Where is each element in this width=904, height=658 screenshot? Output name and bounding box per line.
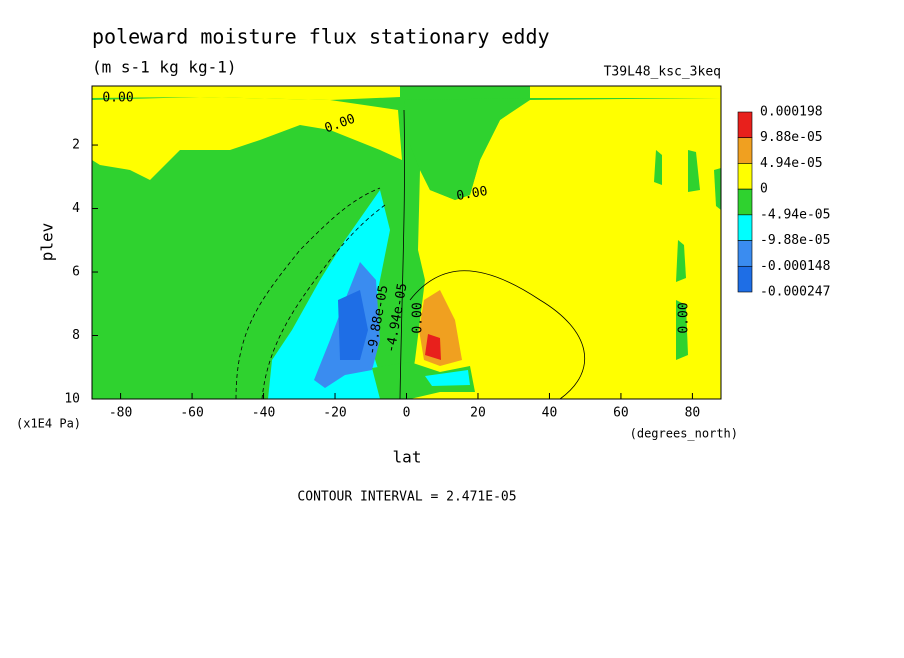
x-tick-label: 60 <box>613 406 629 421</box>
x-tick-label: -40 <box>252 406 275 421</box>
colorbar-label: -9.88e-05 <box>760 233 830 248</box>
dataset-label: T39L48_ksc_3keq <box>604 65 721 80</box>
y-axis-label: plev <box>38 223 57 262</box>
y-tick-label: 6 <box>72 265 80 280</box>
contour-region <box>372 362 475 399</box>
contour-region <box>425 334 441 360</box>
contour-region <box>92 97 402 180</box>
contour-line <box>235 187 381 400</box>
x-tick-label: 20 <box>470 406 486 421</box>
contour-region <box>408 98 721 399</box>
y-tick-label: 8 <box>72 328 80 343</box>
x-axis-label: lat <box>393 448 422 467</box>
contour-line <box>261 204 386 400</box>
x-tick-label: -60 <box>180 406 203 421</box>
contour-label: 0.00 <box>455 184 488 204</box>
contour-region <box>530 86 721 98</box>
y-tick-label: 2 <box>72 138 80 153</box>
colorbar-label: 0.000198 <box>760 105 823 120</box>
x-tick-label: -80 <box>109 406 132 421</box>
colorbar-swatch <box>737 188 753 216</box>
colorbar-label: 4.94e-05 <box>760 156 823 171</box>
chart-title: poleward moisture flux stationary eddy <box>92 25 550 49</box>
footer: CONTOUR INTERVAL = 2.471E-05 <box>297 490 516 505</box>
contour-region <box>654 150 662 185</box>
contour-region <box>714 168 721 210</box>
contour-region <box>676 240 686 282</box>
y-tick-label: 4 <box>72 201 80 216</box>
chart-subtitle: (m s-1 kg kg-1) <box>92 58 237 77</box>
plot-area <box>92 86 721 400</box>
y-units: (x1E4 Pa) <box>16 417 81 431</box>
x-tick-label: 40 <box>542 406 558 421</box>
contour-region <box>404 98 530 200</box>
colorbar-swatch <box>737 240 753 267</box>
contour-label: 0.00 <box>411 302 426 333</box>
contour-line <box>409 270 585 400</box>
colorbar-label: -4.94e-05 <box>760 207 830 222</box>
contour-label: 0.00 <box>677 302 692 333</box>
contour-region <box>92 86 400 100</box>
contour-region <box>425 370 470 386</box>
colorbar-label: -0.000247 <box>760 285 830 300</box>
contour-region <box>688 150 700 192</box>
colorbar-label: 9.88e-05 <box>760 130 823 145</box>
colorbar-swatch <box>737 214 753 241</box>
colorbar-swatch <box>737 111 753 139</box>
colorbar-swatch <box>737 137 753 164</box>
x-tick-label: 0 <box>403 406 411 421</box>
contour-label: 0.00 <box>102 91 133 106</box>
x-tick-label: -20 <box>323 406 346 421</box>
colorbar-swatch <box>737 265 753 293</box>
colorbar-swatch <box>737 163 753 190</box>
colorbar-label: 0 <box>760 182 768 197</box>
contour-region <box>676 300 688 360</box>
contour-region <box>338 290 368 360</box>
x-units: (degrees_north) <box>630 427 738 441</box>
x-tick-label: 80 <box>685 406 701 421</box>
y-tick-label: 10 <box>64 392 80 407</box>
contour-line <box>399 109 405 400</box>
colorbar-label: -0.000148 <box>760 259 830 274</box>
